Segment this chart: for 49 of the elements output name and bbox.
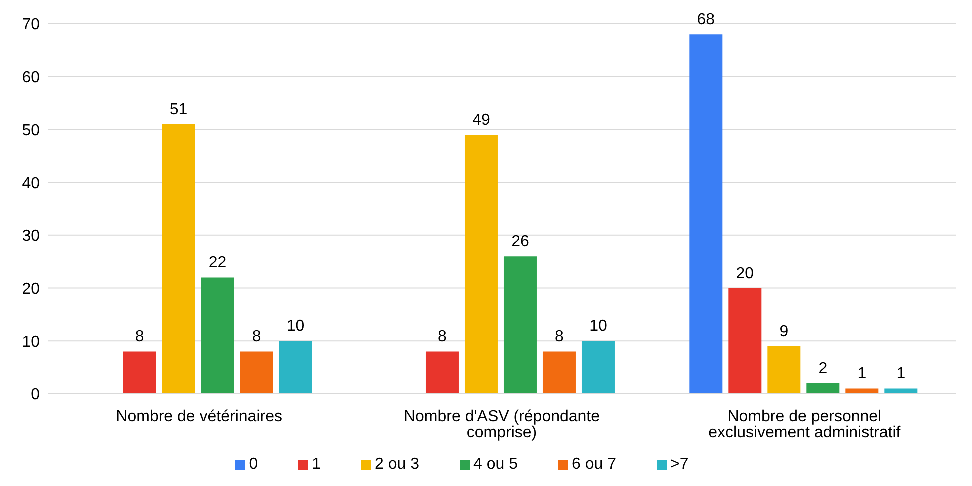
legend-label: 2 ou 3	[375, 456, 420, 473]
bar	[884, 388, 918, 394]
data-label: 22	[208, 254, 227, 272]
bar	[690, 34, 723, 394]
y-tick-label: 50	[22, 122, 40, 140]
data-label: 49	[472, 112, 490, 129]
y-tick-label: 60	[22, 70, 40, 87]
bar	[846, 388, 879, 394]
legend-label: 6 ou 7	[572, 456, 616, 473]
legend-label: >7	[670, 456, 689, 473]
data-label: 1	[858, 366, 867, 383]
x-tick-label: Nombre de vétérinaires	[116, 408, 282, 426]
data-label: 68	[697, 12, 716, 29]
bar	[464, 135, 498, 394]
y-tick-label: 10	[22, 334, 40, 351]
x-tick-label: Nombre d'ASV (répondante comprise)	[404, 408, 600, 442]
data-label: 10	[286, 318, 305, 336]
data-label: 1	[896, 366, 906, 383]
legend-label: 0	[249, 456, 258, 473]
y-tick-label: 20	[22, 280, 40, 298]
bar	[806, 383, 840, 394]
data-label: 8	[252, 328, 262, 346]
bar	[240, 352, 274, 394]
data-label: 10	[590, 318, 608, 336]
bar	[123, 352, 156, 394]
y-tick-label: 70	[22, 16, 40, 34]
data-label: 8	[438, 328, 448, 346]
data-label: 26	[512, 234, 530, 251]
bar	[504, 256, 537, 394]
data-label: 9	[780, 323, 789, 340]
x-tick-label: Nombre de personnel exclusivement administratif	[708, 408, 902, 442]
y-tick-label: 40	[22, 175, 40, 192]
bar	[279, 341, 312, 394]
bar	[542, 352, 576, 394]
data-label: 8	[555, 328, 564, 346]
legend-label: 1	[312, 456, 322, 473]
bar	[162, 124, 196, 394]
bar	[582, 341, 615, 394]
data-label: 8	[135, 328, 144, 346]
y-tick-label: 30	[22, 228, 40, 246]
bar	[201, 278, 234, 394]
y-tick-label: 0	[31, 386, 40, 404]
data-label: 51	[170, 101, 188, 118]
data-label: 2	[818, 360, 828, 378]
legend-label: 4 ou 5	[474, 456, 518, 473]
bar	[426, 352, 459, 394]
bar	[728, 288, 762, 394]
bar	[768, 346, 801, 394]
data-label: 20	[736, 265, 754, 282]
